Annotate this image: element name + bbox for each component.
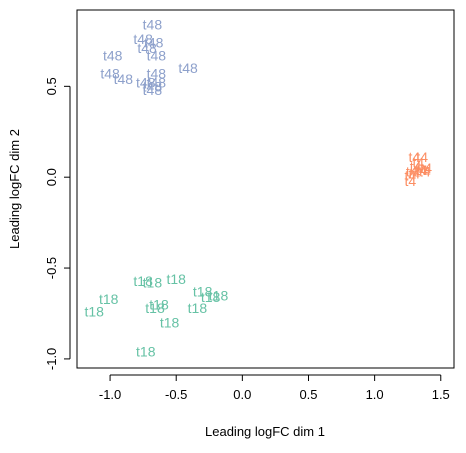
point-label-t18: t18 [166, 271, 186, 287]
point-label-t48: t48 [103, 47, 123, 63]
x-tick-label: 1.0 [366, 387, 384, 402]
point-label-t18: t18 [149, 296, 169, 312]
point-label-t48: t48 [133, 31, 153, 47]
point-label-t48: t48 [143, 78, 163, 94]
point-label-t48: t48 [147, 66, 167, 82]
point-label-t48: t48 [136, 75, 156, 91]
point-label-t18: t18 [209, 287, 229, 303]
point-label-t4: t4 [412, 155, 424, 171]
x-tick-label: 1.5 [432, 387, 450, 402]
x-tick-label: -0.5 [165, 387, 187, 402]
plot-frame [76, 9, 455, 369]
point-label-t18: t18 [193, 284, 213, 300]
point-label-t48: t48 [137, 40, 157, 56]
point-label-t4: t4 [408, 149, 420, 165]
point-label-t4: t4 [408, 166, 420, 182]
x-tick-label: -1.0 [99, 387, 121, 402]
x-axis-label: Leading logFC dim 1 [205, 424, 325, 439]
y-tick-label: 0.0 [44, 168, 59, 186]
point-label-t4: t4 [406, 164, 418, 180]
point-label-t48: t48 [143, 17, 163, 33]
point-label-t18: t18 [133, 273, 153, 289]
point-label-t4: t4 [405, 173, 417, 189]
point-label-t18: t18 [188, 300, 208, 316]
y-tick-label: -0.5 [44, 257, 59, 279]
point-label-t4: t4 [419, 164, 431, 180]
point-label-t48: t48 [178, 60, 198, 76]
y-axis: -1.0 -0.5 0.0 0.5 [44, 77, 71, 370]
point-label-t18: t18 [99, 291, 119, 307]
point-label-t48: t48 [114, 71, 134, 87]
point-label-t48: t48 [147, 75, 167, 91]
point-label-t4: t4 [416, 149, 428, 165]
point-label-t18: t18 [136, 344, 156, 360]
point-label-t18: t18 [143, 275, 163, 291]
x-tick-label: 0.0 [233, 387, 251, 402]
point-label-t4: t4 [410, 158, 422, 174]
point-label-t18: t18 [84, 304, 104, 320]
point-label-t48: t48 [143, 82, 163, 98]
point-label-t18: t18 [201, 289, 221, 305]
point-label-t4: t4 [416, 162, 428, 178]
point-label-t48: t48 [144, 35, 164, 51]
point-label-t4: t4 [405, 167, 417, 183]
point-label-t18: t18 [160, 315, 180, 331]
point-label-t18: t18 [145, 300, 165, 316]
point-label-t4: t4 [420, 160, 432, 176]
x-axis: -1.0 -0.5 0.0 0.5 1.0 1.5 [99, 374, 450, 402]
x-tick-label: 0.5 [299, 387, 317, 402]
point-label-t48: t48 [100, 66, 120, 82]
y-tick-label: 0.5 [44, 77, 59, 95]
y-tick-label: -1.0 [44, 348, 59, 370]
point-label-t48: t48 [147, 47, 167, 63]
y-axis-label: Leading logFC dim 2 [7, 129, 22, 249]
point-label-t4: t4 [415, 162, 427, 178]
